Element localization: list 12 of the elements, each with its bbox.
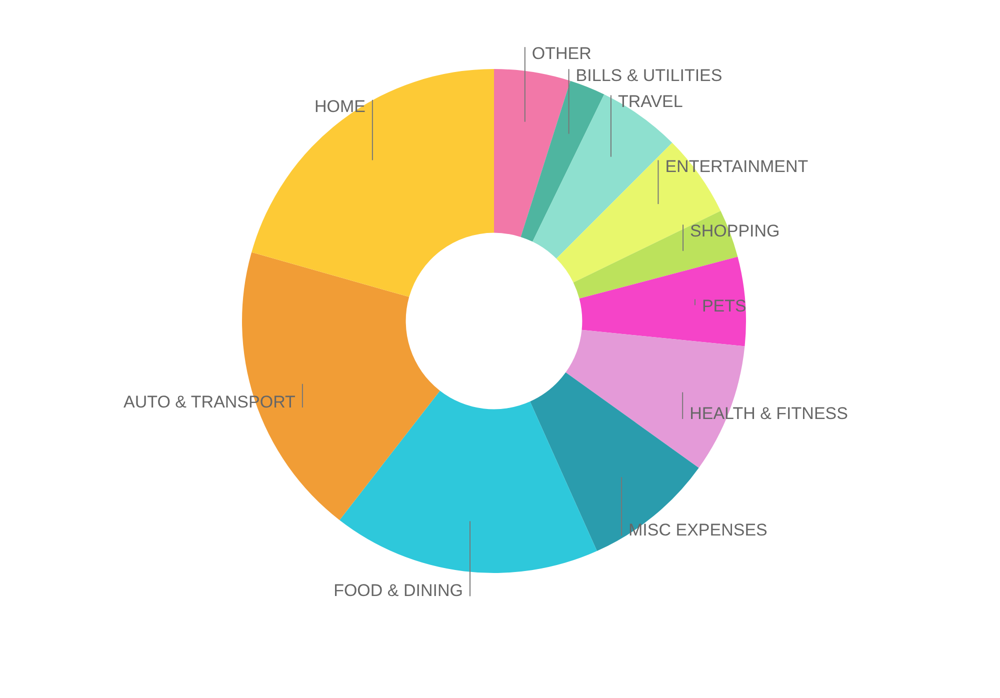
slice-label: HOME: [314, 96, 366, 116]
donut-slice: [579, 256, 746, 346]
donut-slice: [340, 390, 597, 573]
slice-label: MISC EXPENSES: [628, 520, 768, 540]
donut-slice: [252, 69, 494, 297]
slice-label: FOOD & DINING: [334, 581, 463, 600]
donut-slice: [494, 69, 570, 237]
slice-label: OTHER: [532, 44, 592, 64]
donut-slice: [520, 80, 604, 242]
slice-label: PETS: [702, 296, 746, 316]
slice-label: TRAVEL: [618, 92, 683, 112]
slice-label: BILLS & UTILITIES: [576, 66, 722, 86]
